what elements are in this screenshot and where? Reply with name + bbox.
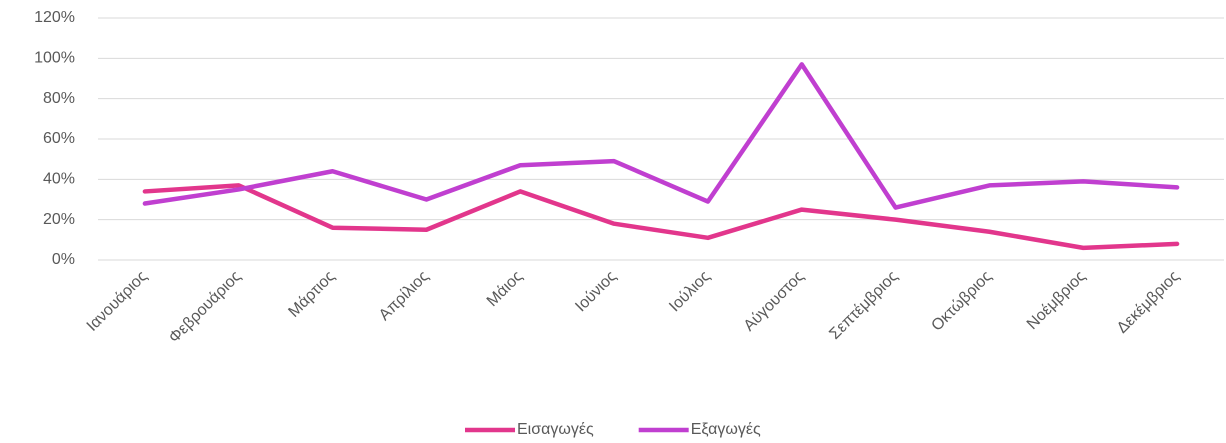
- x-tick-label: Μάιος: [484, 268, 526, 310]
- series-line: [142, 62, 1180, 210]
- legend-label: Εξαγωγές: [691, 421, 761, 438]
- x-tick-label: Αύγουστος: [741, 268, 808, 335]
- y-tick-label: 40%: [43, 171, 75, 188]
- y-tick-label: 20%: [43, 211, 75, 228]
- y-tick-label: 0%: [52, 251, 75, 268]
- x-tick-label: Σεπτέμβριος: [826, 268, 901, 343]
- y-tick-label: 100%: [34, 50, 75, 67]
- x-tick-label: Απρίλιος: [376, 268, 432, 324]
- x-tick-label: Φεβρουάριος: [166, 268, 245, 347]
- x-tick-label: Δεκέμβριος: [1114, 268, 1183, 337]
- x-tick-label: Ιανουάριος: [84, 268, 151, 335]
- series-line: [142, 183, 1180, 251]
- legend-label: Εισαγωγές: [517, 421, 594, 438]
- x-tick-label: Μάρτιος: [285, 268, 338, 321]
- y-tick-label: 60%: [43, 130, 75, 147]
- x-tick-label: Νοέμβριος: [1024, 268, 1089, 333]
- x-tick-label: Οκτώβριος: [928, 268, 995, 335]
- x-tick-label: Ιούνιος: [572, 268, 620, 316]
- y-tick-label: 80%: [43, 90, 75, 107]
- y-tick-label: 120%: [34, 9, 75, 26]
- x-tick-label: Ιούλιος: [666, 268, 714, 316]
